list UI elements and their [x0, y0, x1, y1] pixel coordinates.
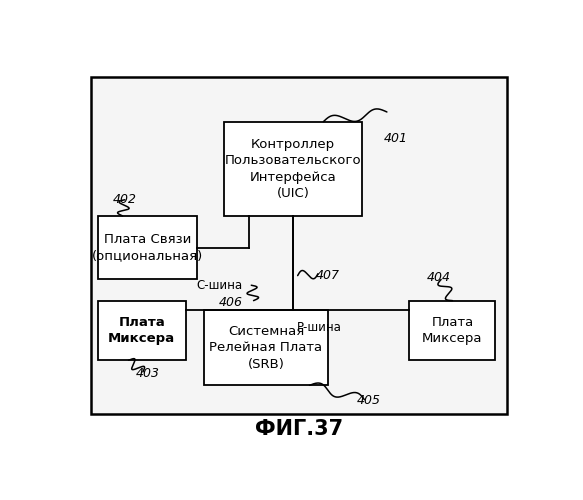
Text: Плата
Миксера: Плата Миксера [108, 316, 175, 345]
Bar [224, 122, 362, 216]
Text: 402: 402 [113, 193, 137, 206]
Bar [98, 216, 197, 280]
Text: 406: 406 [219, 296, 243, 309]
Text: Системная
Релейная Плата
(SRB): Системная Релейная Плата (SRB) [209, 325, 322, 371]
Text: Плата Связи
(опциональная): Плата Связи (опциональная) [92, 233, 203, 262]
Text: Р-шина: Р-шина [297, 321, 342, 334]
Bar [91, 78, 507, 414]
Text: 404: 404 [427, 271, 451, 284]
Text: С-шина: С-шина [196, 278, 243, 291]
Text: Контроллер
Пользовательского
Интерфейса
(UIC): Контроллер Пользовательского Интерфейса … [225, 138, 361, 200]
Text: 403: 403 [135, 368, 159, 380]
Bar [204, 310, 328, 386]
Text: Плата
Миксера: Плата Миксера [422, 316, 483, 345]
Bar [98, 300, 186, 360]
Text: ФИГ.37: ФИГ.37 [255, 419, 343, 439]
Text: 405: 405 [357, 394, 381, 407]
Text: 407: 407 [316, 269, 340, 282]
Text: 401: 401 [384, 132, 408, 145]
Bar [409, 300, 496, 360]
